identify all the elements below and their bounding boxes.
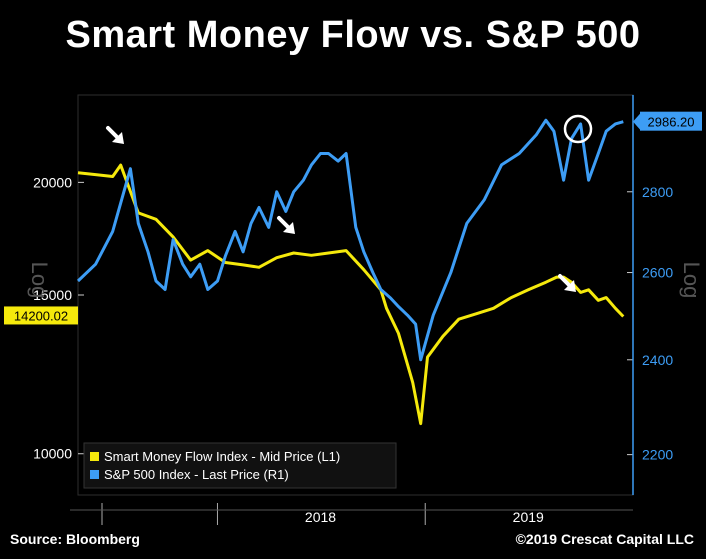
series-lines xyxy=(76,118,625,426)
legend-label: Smart Money Flow Index - Mid Price (L1) xyxy=(104,449,340,464)
legend-box xyxy=(83,442,397,489)
source-note: Source: Bloomberg xyxy=(10,531,140,547)
chart-title: Smart Money Flow vs. S&P 500 xyxy=(65,14,641,56)
right-tick-label: 2600 xyxy=(642,265,673,281)
arrow-head xyxy=(564,280,576,292)
left-tick-label: 15000 xyxy=(33,287,72,303)
right-axis-label: Log xyxy=(679,262,704,299)
x-tick-label: 2018 xyxy=(305,509,336,525)
right-tick-label: 2800 xyxy=(642,184,673,200)
last-value-label-right: 2986.20 xyxy=(648,115,695,130)
series-line xyxy=(77,163,625,426)
left-tick-label: 20000 xyxy=(33,174,72,190)
series-line xyxy=(76,118,624,362)
axis-ticks: 10000 15000 20000 2200 2400 2600 2800 Log Log 201… xyxy=(27,95,704,525)
last-value-badge-left xyxy=(4,306,78,325)
left-tick-label: 10000 xyxy=(33,446,72,462)
annotations: 14200.02 2986.20 xyxy=(4,111,702,325)
last-value-pointer-right xyxy=(633,112,641,131)
arrow-head xyxy=(112,132,124,144)
arrow-head xyxy=(283,222,295,234)
legend-label: S&P 500 Index - Last Price (R1) xyxy=(104,467,289,482)
legend-swatch xyxy=(90,452,99,461)
legend: Smart Money Flow Index - Mid Price (L1) S… xyxy=(83,442,397,489)
copyright-note: ©2019 Crescat Capital LLC xyxy=(515,531,694,547)
arrow-annotation xyxy=(106,126,124,144)
x-tick-label: 2019 xyxy=(513,509,544,525)
plot-area xyxy=(77,94,634,496)
right-tick-label: 2400 xyxy=(642,352,673,368)
arrow-annotation xyxy=(277,216,295,234)
highlight-circle xyxy=(563,114,593,144)
legend-swatch xyxy=(90,470,99,479)
last-value-label-left: 14200.02 xyxy=(14,308,68,323)
arrow-annotation xyxy=(558,274,576,292)
left-axis-label: Log xyxy=(27,262,52,299)
last-value-badge-right xyxy=(640,111,702,131)
right-tick-label: 2200 xyxy=(642,447,673,463)
